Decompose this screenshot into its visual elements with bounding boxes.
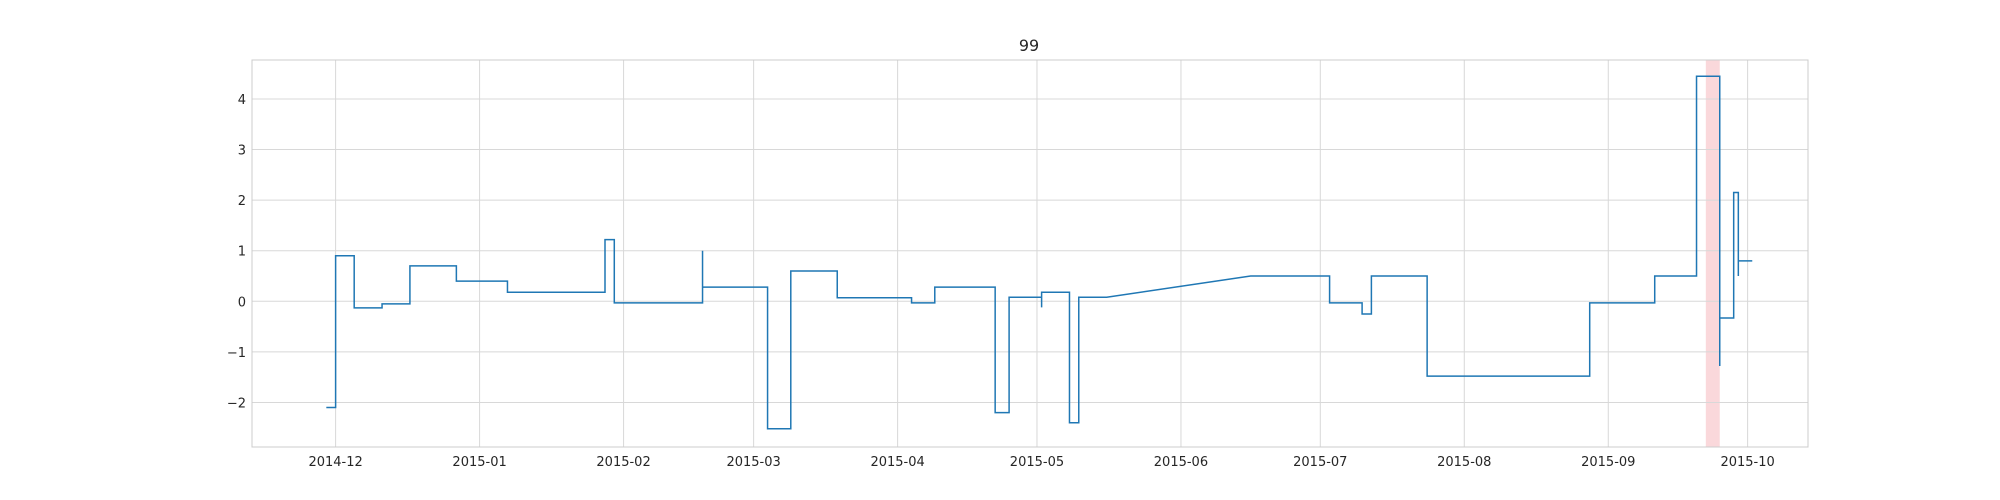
plot-frame: [251, 59, 1809, 448]
series-group: [326, 75, 1753, 430]
y-tick-label: −2: [227, 396, 246, 411]
plot-area: [252, 60, 1808, 447]
x-tick-label: 2015-06: [1154, 455, 1208, 470]
y-tick-label: −1: [227, 346, 246, 361]
chart-title: 99: [1019, 36, 1039, 55]
y-tick-label: 1: [238, 245, 246, 260]
y-tick-labels: −2 −1 0 1 2 3 4: [227, 93, 246, 412]
y-tick-label: 2: [238, 194, 246, 209]
x-tick-label: 2015-09: [1581, 455, 1635, 470]
x-tick-labels: 2014-12 2015-01 2015-02 2015-03 2015-04 2015-…: [308, 455, 1774, 470]
highlight-span: [1705, 60, 1720, 447]
x-tick-label: 2015-10: [1720, 455, 1774, 470]
x-tick-label: 2015-05: [1010, 455, 1064, 470]
x-tick-label: 2015-01: [452, 455, 506, 470]
grid-lines: [252, 60, 1808, 447]
x-tick-label: 2014-12: [308, 455, 362, 470]
x-tick-label: 2015-04: [870, 455, 924, 470]
y-tick-label: 0: [238, 295, 246, 310]
x-tick-label: 2015-03: [726, 455, 780, 470]
x-tick-label: 2015-07: [1293, 455, 1347, 470]
y-tick-label: 3: [238, 144, 246, 159]
series-line: [326, 75, 1753, 430]
y-tick-label: 4: [238, 93, 246, 108]
x-tick-label: 2015-02: [596, 455, 650, 470]
x-tick-label: 2015-08: [1437, 455, 1491, 470]
